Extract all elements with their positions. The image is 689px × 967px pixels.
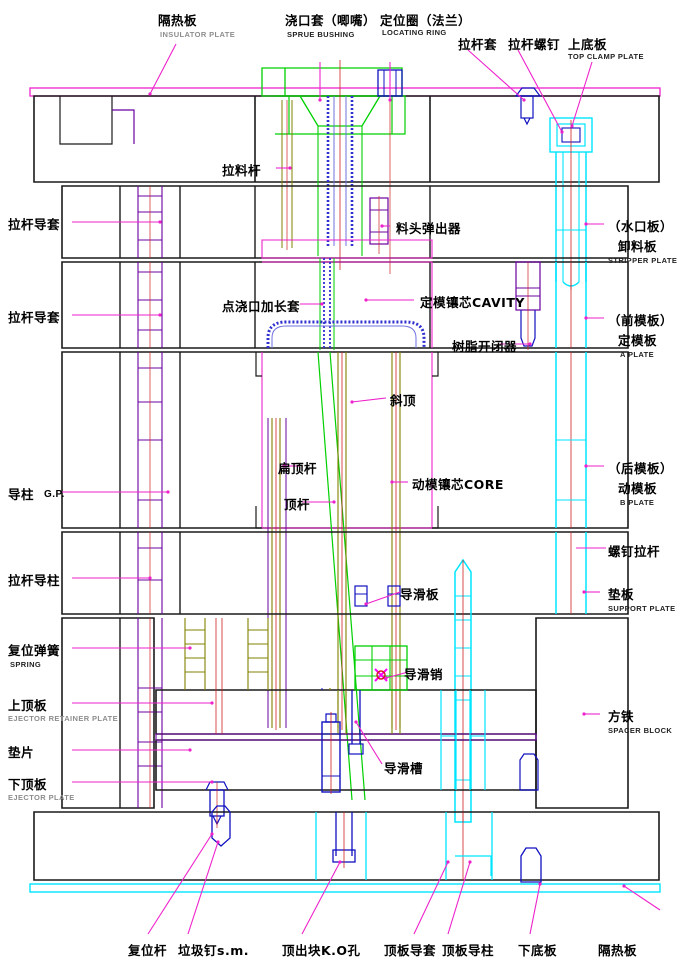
label-lifter: 斜顶 xyxy=(390,393,417,408)
label-tie-bar-guide-pillar: 拉杆导柱 xyxy=(8,573,61,588)
label-pinpoint-gate-extension-bushing: 点浇口加长套 xyxy=(222,299,301,314)
label-ejector-guide-bushing: 顶板导套 xyxy=(384,943,437,958)
label-a-plate-en: A PLATE xyxy=(620,350,655,359)
label-tie-bar-guide-bushing-2: 拉杆导套 xyxy=(8,310,61,325)
label-return-pin: 复位杆 xyxy=(128,943,168,958)
label-sprue-puller-pin: 拉料杆 xyxy=(222,163,262,178)
label-stripper-plate: 卸料板 xyxy=(618,239,658,254)
label-ko-hole: 顶出块K.O孔 xyxy=(282,943,361,958)
label-support-plate-en: SUPPORT PLATE xyxy=(608,604,676,613)
label-insulator-plate-top: 隔热板 xyxy=(158,13,198,28)
label-cavity-insert: 定模镶芯CAVITY xyxy=(420,295,525,310)
label-ejector-pin: 顶杆 xyxy=(284,497,311,512)
label-screw-tie-bar: 螺钉拉杆 xyxy=(608,544,661,559)
label-flat-ejector-pin: 扁顶杆 xyxy=(278,461,318,476)
label-bottom-clamp-plate: 下底板 xyxy=(518,943,558,958)
label-ejector-retainer-plate-en: EJECTOR RETAINER PLATE xyxy=(8,714,119,723)
label-tie-bar-screw: 拉杆螺钉 xyxy=(508,37,561,52)
label-ejector-plate-en: EJECTOR PLATE xyxy=(8,793,75,802)
label-tie-bar-guide-bushing-1: 拉杆导套 xyxy=(8,217,61,232)
label-insulator-plate-bottom: 隔热板 xyxy=(598,943,638,958)
label-locating-ring-en: LOCATING RING xyxy=(382,28,447,37)
label-spacer-block-en: SPACER BLOCK xyxy=(608,726,673,735)
label-core-insert: 动模镶芯CORE xyxy=(412,477,504,492)
label-b-plate-alt: （后模板） xyxy=(608,461,674,476)
label-return-spring-en: SPRING xyxy=(10,660,42,669)
label-top-clamp-plate-en: TOP CLAMP PLATE xyxy=(568,52,644,61)
label-spacer-block: 方铁 xyxy=(608,709,635,724)
label-slide-guide-slot: 导滑槽 xyxy=(384,761,424,776)
label-ejector-retainer-plate: 上顶板 xyxy=(8,698,48,713)
label-a-plate-alt: （前模板） xyxy=(608,313,674,328)
label-slide-guide-pin: 导滑销 xyxy=(404,667,444,682)
label-sprue-bushing-en: SPRUE BUSHING xyxy=(287,30,355,39)
label-a-plate: 定模板 xyxy=(618,333,658,348)
label-shim: 垫片 xyxy=(8,745,35,760)
label-support-plate: 垫板 xyxy=(608,587,635,602)
label-guide-pillar-en: G.P. xyxy=(44,489,65,500)
label-resin-shut-off: 树脂开闭器 xyxy=(452,339,518,354)
label-sprue-bushing: 浇口套（唧嘴） xyxy=(285,13,377,28)
label-slide-guide-plate: 导滑板 xyxy=(400,587,440,602)
label-stop-pin: 垃圾钉s.m. xyxy=(178,943,249,958)
label-b-plate: 动模板 xyxy=(618,481,658,496)
label-stripper-plate-en: STRIPPER PLATE xyxy=(608,256,678,265)
label-b-plate-en: B PLATE xyxy=(620,498,655,507)
label-stripper-plate-alt: （水口板） xyxy=(608,219,674,234)
label-ejector-plate: 下顶板 xyxy=(8,777,48,792)
label-top-clamp-plate: 上底板 xyxy=(568,37,608,52)
label-runner-ejector: 料头弹出器 xyxy=(396,221,462,236)
label-locating-ring: 定位圈（法兰） xyxy=(380,13,472,28)
label-insulator-plate-top-en: INSULATOR PLATE xyxy=(160,30,236,39)
label-ejector-guide-pillar: 顶板导柱 xyxy=(442,943,495,958)
label-guide-pillar: 导柱 xyxy=(8,487,35,502)
label-tie-bar-bushing: 拉杆套 xyxy=(458,37,498,52)
label-return-spring: 复位弹簧 xyxy=(8,643,61,658)
